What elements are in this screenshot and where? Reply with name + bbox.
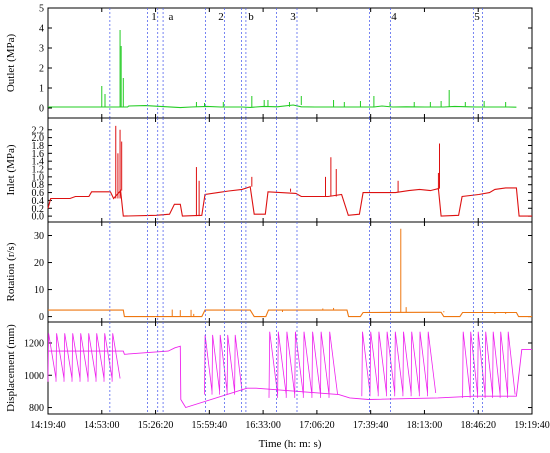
y-tick-label: 0.4 xyxy=(32,196,45,207)
y-tick-label: 1 xyxy=(39,84,44,95)
y-tick-label: 0.0 xyxy=(32,212,45,223)
y-tick-label: 800 xyxy=(29,403,44,414)
event-label: b xyxy=(248,11,254,23)
y-tick-label: 0.2 xyxy=(32,204,45,215)
y-tick-label: 10 xyxy=(34,285,44,296)
y-tick-label: 4 xyxy=(39,24,44,35)
series-line-outlet xyxy=(48,104,517,109)
y-axis-label: Displacement (mm) xyxy=(5,324,17,412)
y-tick-label: 5 xyxy=(39,4,44,15)
event-label: 5 xyxy=(474,11,480,23)
event-label: 3 xyxy=(290,11,296,23)
event-label: 4 xyxy=(391,11,397,23)
y-tick-label: 0.6 xyxy=(32,188,45,199)
y-tick-label: 0 xyxy=(39,104,44,115)
event-label: 2 xyxy=(218,11,224,23)
x-tick-label: 14:19:40 xyxy=(30,420,66,431)
y-tick-label: 1.4 xyxy=(32,157,45,168)
series-line-rotation xyxy=(48,309,532,318)
y-tick-label: 1.6 xyxy=(32,149,45,160)
x-tick-label: 19:19:40 xyxy=(514,420,550,431)
y-tick-label: 1.0 xyxy=(32,172,45,183)
x-tick-label: 15:59:40 xyxy=(192,420,228,431)
y-axis-label: Outlet (MPa) xyxy=(5,33,17,92)
y-tick-label: 3 xyxy=(39,44,44,55)
y-tick-label: 1.2 xyxy=(32,165,45,176)
series-line-displacement xyxy=(48,345,532,409)
y-axis-label: Inlet (MPa) xyxy=(5,144,17,195)
panel-frame-2 xyxy=(47,221,533,323)
y-tick-label: 2.0 xyxy=(32,133,45,144)
x-tick-label: 14:53:00 xyxy=(84,420,120,431)
panel-frame-1 xyxy=(47,117,533,223)
x-tick-label: 17:06:20 xyxy=(299,420,335,431)
x-tick-label: 18:13:00 xyxy=(407,420,443,431)
y-axis-label: Rotation (r/s) xyxy=(5,242,17,301)
y-tick-label: 1200 xyxy=(24,338,44,349)
x-tick-label: 17:39:40 xyxy=(353,420,389,431)
y-tick-label: 20 xyxy=(34,258,44,269)
x-axis-label: Time (h: m: s) xyxy=(259,438,322,450)
y-tick-label: 30 xyxy=(34,231,44,242)
y-tick-label: 0 xyxy=(39,312,44,323)
panel-frame-0 xyxy=(47,7,533,119)
x-tick-label: 18:46:20 xyxy=(460,420,496,431)
x-tick-label: 15:26:20 xyxy=(138,420,174,431)
y-tick-label: 1000 xyxy=(24,371,44,382)
series-line-inlet xyxy=(47,185,532,217)
series-sawtooth-displacement xyxy=(47,331,516,398)
event-label: a xyxy=(169,11,174,23)
y-tick-label: 0.8 xyxy=(32,180,45,191)
panel-frame-3 xyxy=(47,321,533,415)
y-tick-label: 2 xyxy=(39,64,44,75)
event-label: 1 xyxy=(151,11,157,23)
y-tick-label: 2.2 xyxy=(32,125,45,136)
y-tick-label: 1.8 xyxy=(32,141,45,152)
x-tick-label: 16:33:00 xyxy=(245,420,281,431)
